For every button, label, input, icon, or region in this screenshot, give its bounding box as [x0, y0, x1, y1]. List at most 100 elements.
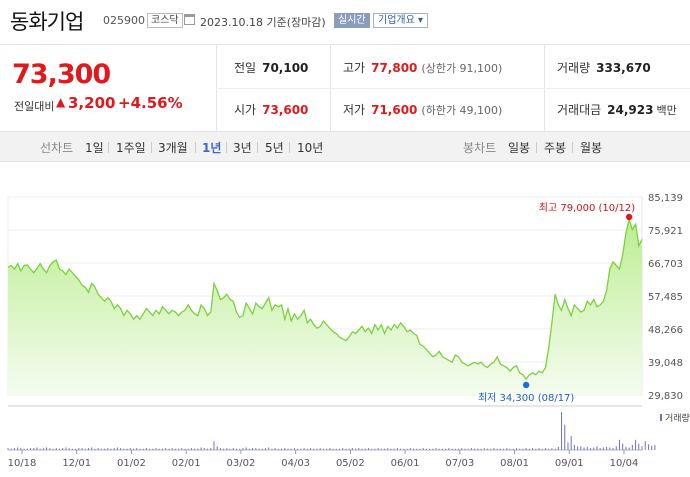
volume-bar: [274, 448, 276, 450]
volume-bar: [46, 447, 48, 450]
volume-bar: [155, 448, 157, 450]
volume-bar: [116, 447, 118, 450]
volume-bar: [10, 448, 12, 450]
quote-date: 2023.10.18 기준(장마감): [200, 16, 326, 29]
price-chart-svg: 85,139 75,921 66,703 57,485 48,266 39,048 29,8…: [7, 193, 690, 469]
tab-10y[interactable]: 10년: [297, 141, 324, 155]
volume-bar: [361, 448, 363, 450]
volume-bar: [287, 448, 289, 450]
x-tick-label: 09/01: [555, 458, 584, 469]
volume-bar: [226, 448, 228, 450]
candle-chart-label: 봉차트: [463, 141, 497, 155]
realtime-button[interactable]: 실시간: [334, 13, 370, 28]
change-label: 전일대비: [14, 100, 55, 113]
x-tick-label: 12/01: [62, 458, 91, 469]
volume-bar: [242, 448, 244, 450]
line-chart-label: 선차트: [40, 141, 74, 155]
tab-monthly-candle[interactable]: 월봉: [580, 141, 603, 155]
tab-1w[interactable]: 1주일: [116, 141, 146, 155]
volume-bar: [525, 448, 527, 450]
low-marker: [522, 381, 530, 389]
volume-bar: [419, 448, 421, 450]
divider: [216, 88, 690, 89]
trade-amount: 거래대금 24,923 백만: [557, 103, 677, 117]
divider: [544, 45, 545, 133]
tab-daily-candle[interactable]: 일봉: [508, 141, 531, 155]
high-annotation: 최고 79,000 (10/12): [539, 202, 635, 214]
x-tick-label: 03/02: [226, 458, 255, 469]
volume-bar: [97, 448, 99, 450]
volume-bar: [470, 448, 472, 450]
volume-bar: [461, 448, 463, 450]
volume-bar: [467, 448, 469, 450]
volume-bar: [609, 447, 611, 450]
volume-bar: [335, 448, 337, 450]
calendar-icon: [184, 14, 195, 25]
y-tick-label: 39,048: [648, 358, 683, 369]
volume-bar: [264, 448, 266, 450]
price-chart: 85,139 75,921 66,703 57,485 48,266 39,048 29,8…: [0, 185, 690, 477]
volume-bar: [271, 448, 273, 450]
company-name: 동화기업: [10, 10, 84, 34]
volume-bar: [519, 448, 521, 450]
volume-bar: [319, 448, 321, 450]
volume-bar: [583, 447, 585, 450]
volume-bar: [139, 448, 141, 450]
y-tick-label: 85,139: [648, 193, 683, 204]
x-tick-label: 02/01: [172, 458, 201, 469]
volume-bar: [567, 442, 569, 450]
y-tick-label: 57,485: [648, 292, 683, 303]
volume-bar: [329, 448, 331, 450]
y-tick-label: 66,703: [648, 259, 683, 270]
volume-bar: [445, 448, 447, 450]
divider: [257, 142, 258, 153]
company-overview-button[interactable]: 기업개요 ▾: [373, 13, 428, 28]
volume-bar: [654, 444, 656, 450]
tab-3m[interactable]: 3개월: [158, 141, 188, 155]
price-area: [8, 219, 642, 395]
tab-1d[interactable]: 1일: [85, 141, 104, 155]
volume-bar: [441, 448, 443, 450]
stock-header: 동화기업 025900 코스닥 2023.10.18 기준(장마감) 실시간 기…: [0, 0, 690, 44]
volume-bar: [306, 448, 308, 450]
volume-bar: [374, 448, 376, 450]
x-tick-label: 07/03: [445, 458, 474, 469]
volume-bar: [326, 448, 328, 450]
tab-3y[interactable]: 3년: [233, 141, 252, 155]
volume-bar: [413, 448, 415, 450]
volume-bar: [448, 448, 450, 450]
volume-bar: [590, 448, 592, 450]
volume-bar: [628, 447, 630, 450]
volume-bar: [541, 448, 543, 450]
tab-5y[interactable]: 5년: [265, 141, 284, 155]
volume-bar: [255, 448, 257, 450]
divider: [572, 142, 573, 153]
volume-bar: [342, 448, 344, 450]
volume-bar: [161, 448, 163, 450]
volume-bar: [641, 446, 643, 450]
change-value: 3,200: [68, 94, 116, 112]
volume-bar: [651, 445, 653, 450]
x-tick-label: 01/02: [117, 458, 146, 469]
volume-bar: [20, 448, 22, 450]
volume-label: 거래량: [665, 412, 690, 424]
volume-bar: [149, 448, 151, 450]
volume-bar: [300, 448, 302, 450]
divider: [151, 142, 152, 153]
volume-bar: [268, 447, 270, 450]
volume-bar: [152, 448, 154, 450]
volume-bar: [573, 444, 575, 450]
volume-bar: [387, 448, 389, 450]
volume-bar: [606, 446, 608, 450]
volume-bar: [393, 448, 395, 450]
volume-bar: [561, 412, 563, 450]
volume-bar: [42, 448, 44, 450]
volume-bar: [377, 448, 379, 450]
tab-1y[interactable]: 1년: [202, 141, 222, 155]
volume-bar: [303, 448, 305, 450]
volume-bar: [554, 448, 556, 450]
volume-bar: [190, 448, 192, 450]
tab-weekly-candle[interactable]: 주봉: [544, 141, 567, 155]
volume-bar: [409, 448, 411, 450]
volume-bar: [647, 444, 649, 450]
